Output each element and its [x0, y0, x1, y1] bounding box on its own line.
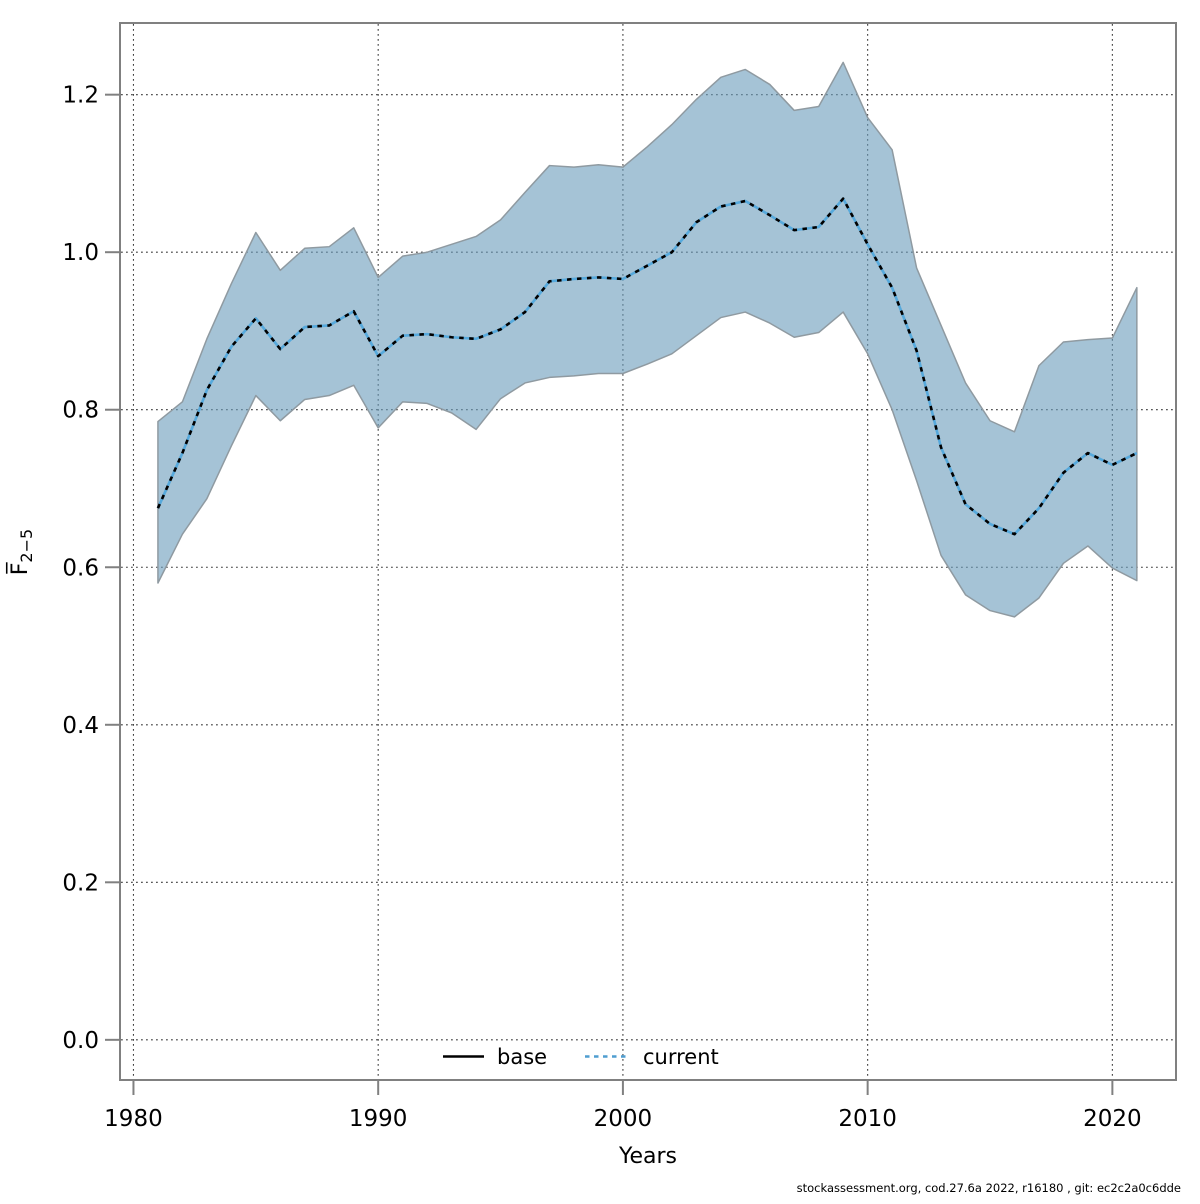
- confidence-band: [157, 61, 1138, 618]
- y-axis-title: F̅2−5: [6, 529, 36, 575]
- y-tick-label: 0.6: [62, 555, 99, 581]
- y-tick-label: 0.8: [62, 398, 99, 424]
- legend-label-base: base: [497, 1045, 547, 1069]
- x-axis-title: Years: [618, 1144, 677, 1169]
- plot-border: [119, 22, 1177, 1081]
- y-tick-label: 1.0: [62, 240, 99, 266]
- y-tick-label: 0.0: [62, 1028, 99, 1054]
- legend: base current: [443, 1045, 719, 1069]
- x-tick-label: 2010: [838, 1106, 897, 1132]
- x-tick-label: 2020: [1083, 1106, 1142, 1132]
- y-axis-title-base: F̅: [6, 562, 33, 576]
- x-tick-label: 2000: [594, 1106, 653, 1132]
- y-tick-label: 0.2: [62, 870, 99, 896]
- x-tick-label: 1980: [104, 1106, 163, 1132]
- y-tick-label: 1.2: [62, 83, 99, 109]
- x-tick-label: 1990: [349, 1106, 408, 1132]
- confidence-band-layer: [157, 61, 1138, 618]
- y-axis-title-subscript: 2−5: [17, 529, 36, 563]
- legend-label-current: current: [643, 1045, 719, 1069]
- axis-layer: 1980 1990 2000 2010 2020 0.0 0.2 0.4 0.6 0.8 1.0 1.…: [62, 22, 1177, 1132]
- y-tick-label: 0.4: [62, 713, 99, 739]
- current-line-black-dashes: [156, 197, 1138, 536]
- series-layer: [156, 197, 1138, 536]
- footer-attribution: stockassessment.org, cod.27.6a 2022, r16…: [797, 1181, 1181, 1195]
